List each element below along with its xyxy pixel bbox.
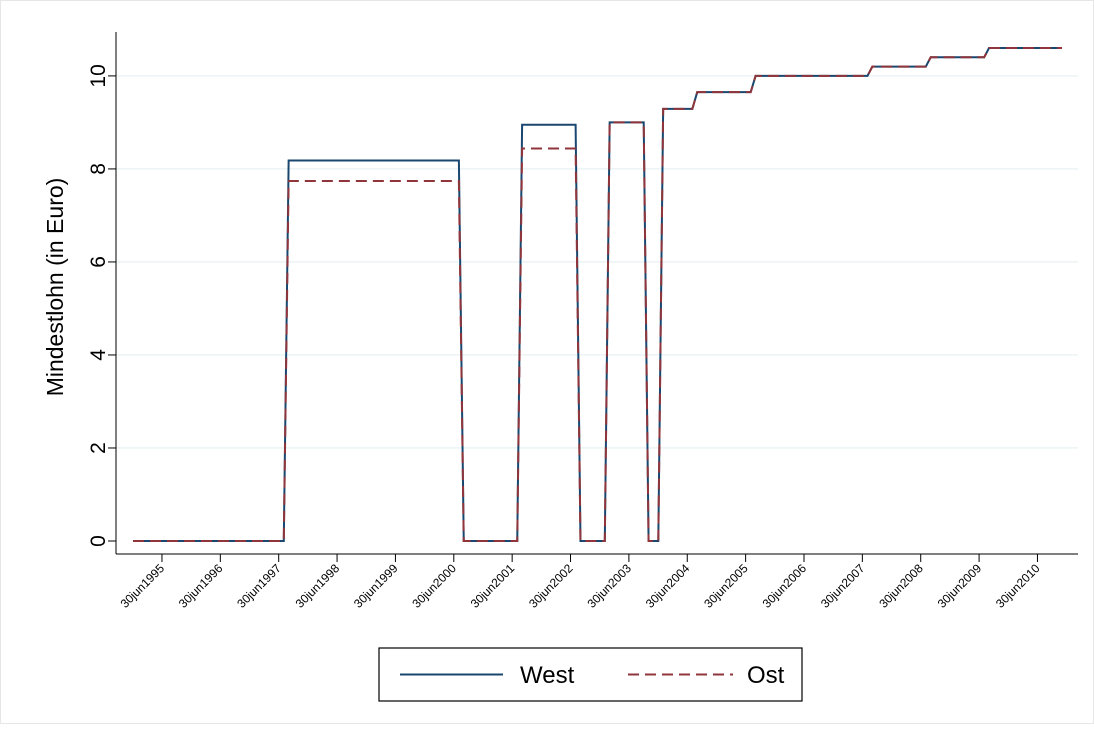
y-tick-label: 6 — [87, 256, 110, 268]
y-tick-label: 4 — [87, 349, 110, 361]
series-line-ost — [133, 47, 1062, 542]
y-tick-label: 2 — [87, 442, 110, 454]
y-tick-label: 8 — [87, 163, 110, 175]
y-tick-label: 0 — [87, 535, 110, 547]
axes — [115, 32, 1078, 555]
legend-label-west: West — [520, 662, 575, 689]
legend-label-ost: Ost — [747, 662, 785, 689]
legend: West Ost — [378, 647, 803, 702]
y-axis-label: Mindestlohn (in Euro) — [42, 178, 68, 397]
y-ticks: 0 2 4 6 8 10 — [87, 64, 116, 547]
grid-lines — [116, 75, 1078, 449]
series-lines — [133, 47, 1062, 542]
y-tick-label: 10 — [87, 64, 110, 87]
